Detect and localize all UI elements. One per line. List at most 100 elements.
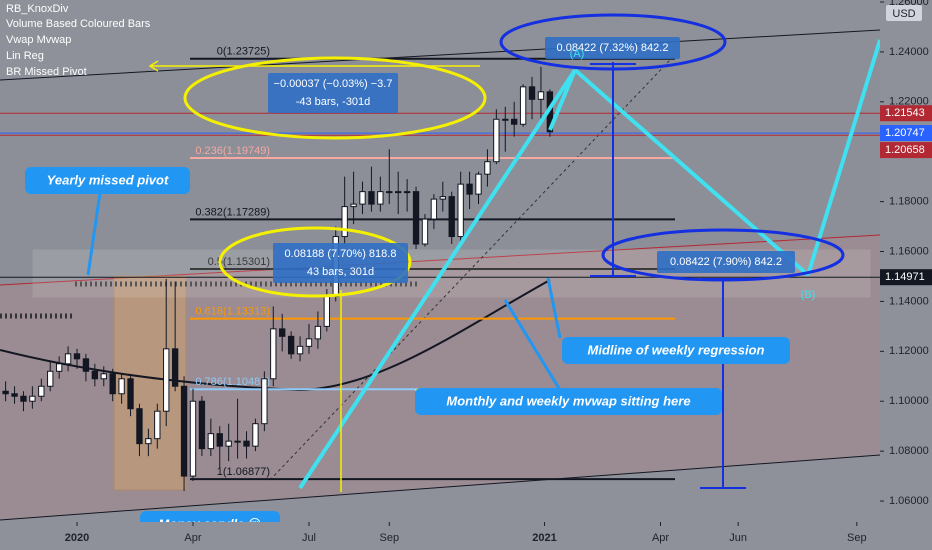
candle-body [171,348,179,387]
currency-box [886,5,922,21]
candle-body [189,400,197,477]
candle-body [439,196,446,200]
candle-body [91,370,99,380]
candle-body [100,373,107,380]
candle-body [314,325,322,340]
indicator-name: BR Missed Pivot [6,66,87,78]
fib-label: 0.786(1.10482) [195,376,270,388]
wave-line [548,69,577,131]
measure-box [268,73,398,113]
fib-label: 1(1.06877) [217,466,270,478]
y-tick-label: 1.12000 [889,345,929,357]
candle-body [403,191,411,194]
candle-body [421,218,429,245]
candle-body [20,395,27,402]
candle-body [287,335,295,355]
measure-label: 43 bars, 301d [307,266,374,278]
callout-box [415,388,722,415]
x-tick-label: Sep [847,532,867,544]
candle-body [350,203,357,208]
y-tick-label: 1.10000 [889,395,929,407]
currency: USD [892,8,915,20]
candle-body [145,438,152,445]
callout-text: Midline of weekly regression [588,342,765,357]
callout-box [25,167,190,194]
fib-label: 0.618(1.13313) [195,305,270,317]
highlight-ellipse [218,226,412,298]
callout-pointer [546,277,562,339]
candle-body [118,378,125,395]
candle-body [296,345,304,355]
candle-body [29,395,36,402]
time-axis [0,522,880,550]
candle-body [127,378,134,410]
fib-label: 0(1.23725) [217,46,270,58]
candle-body [359,191,366,205]
measure-box [657,251,795,273]
candle-body [55,363,63,372]
measure-label: -43 bars, -301d [296,96,371,108]
measure-box [273,243,408,283]
price-tag [880,142,932,159]
measure-label: 0.08422 (7.90%) 842.2 [670,256,782,268]
callout-box [562,337,790,364]
wave-label: (A) [570,48,585,60]
y-tick-label: 1.18000 [889,196,929,208]
candle-body [368,191,375,205]
x-tick-label: Jun [729,532,747,544]
candle-body [448,196,455,238]
candle-body [502,118,509,121]
candle-body [457,183,464,238]
candle-body [395,191,402,194]
candle-body [466,183,473,195]
price-tag [880,105,932,122]
candle-body [225,440,232,447]
indicator-name: Vwap Mvwap [6,34,71,46]
indicator-name: Lin Reg [6,50,44,62]
callout-pointer [86,192,102,276]
price-tag [880,125,932,142]
candle-body [377,191,384,205]
highlight-ellipse [183,56,487,140]
candle-body [341,206,348,238]
candle-body [136,408,143,445]
x-tick-label: 2021 [532,532,556,544]
x-tick-label: Apr [652,532,669,544]
price-tag-label: 1.20747 [885,127,925,139]
y-tick-label: 1.26000 [889,0,929,8]
x-tick-label: Sep [379,532,399,544]
y-tick-label: 1.06000 [889,495,929,507]
candle-body [154,410,161,440]
candle-body [323,295,330,327]
candle-body [82,358,90,372]
y-tick-label: 1.22000 [889,96,929,108]
y-tick-label: 1.14000 [889,295,929,307]
trend-dash [269,59,671,481]
candle-body [430,198,438,220]
candle-body [475,173,482,195]
candle-body [386,191,393,194]
candle-body [412,191,420,245]
candle-body [163,348,170,412]
price-tag-label: 1.14971 [885,271,925,283]
callout-text: Monthly and weekly mvwap sitting here [446,393,690,408]
candle-body [207,433,215,450]
candle-body [64,353,72,365]
candle-body [11,393,18,397]
indicator-name: Volume Based Coloured Bars [6,18,151,30]
candle-body [511,118,518,125]
candle-body [216,433,223,447]
measure-label: −0.00037 (−0.03%) −3.7 [274,78,393,90]
callout-text: Yearly missed pivot [47,172,169,187]
measure-box [545,37,680,59]
arrow-head [148,60,159,72]
y-tick-label: 1.08000 [889,445,929,457]
price-tag-label: 1.20658 [885,144,925,156]
fib-label: 0.382(1.17289) [195,206,270,218]
candle-body [180,385,188,477]
candle-body [234,440,241,443]
price-tag [880,269,932,286]
candle-body [47,370,54,387]
